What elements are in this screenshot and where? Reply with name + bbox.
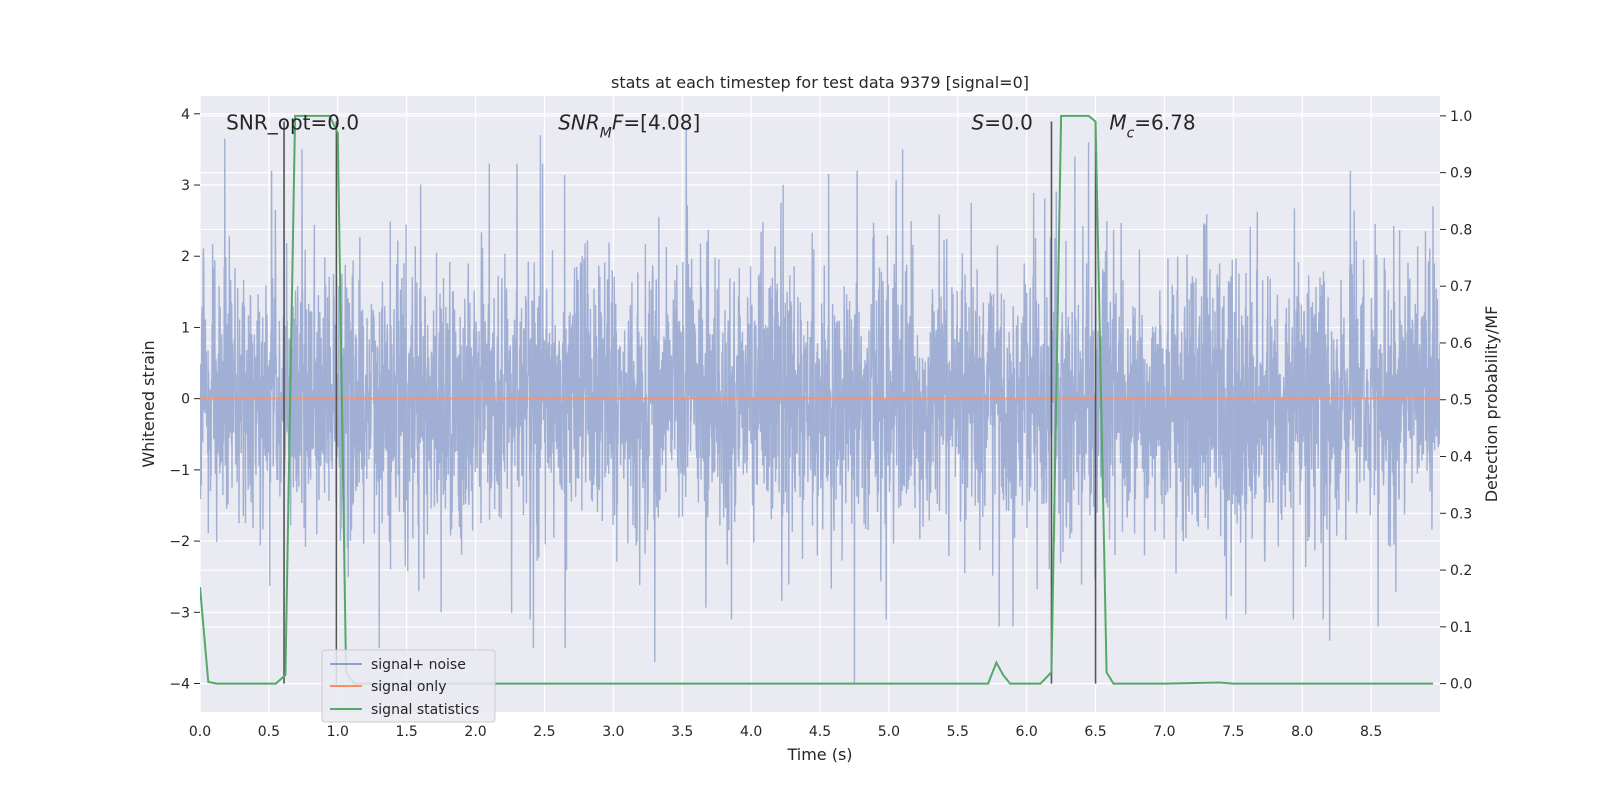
- x-tick-label: 3.0: [602, 724, 624, 740]
- y-right-tick-label: 0.0: [1450, 677, 1472, 693]
- legend-label-signal-noise: signal+ noise: [371, 657, 466, 673]
- annotation-part: SNR_opt=0.0: [226, 110, 359, 134]
- y-right-tick-label: 0.7: [1450, 279, 1472, 295]
- legend-label-signal-only: signal only: [371, 679, 446, 695]
- x-tick-label: 8.5: [1360, 724, 1382, 740]
- annotation-part: SNR: [558, 110, 600, 134]
- y-right-tick-label: 0.8: [1450, 222, 1472, 238]
- x-tick-label: 7.0: [1153, 724, 1175, 740]
- x-tick-label: 2.0: [464, 724, 486, 740]
- y-left-tick-label: 1: [181, 320, 190, 336]
- annotation-part: c: [1127, 125, 1135, 141]
- tick-layer: 0.0 0.5 1.0 1.5 2.0 2.5 3.0 3.5 4.0 4.5 5.0 5.5 6.0 6…: [169, 107, 1472, 740]
- x-tick-label: 0.5: [258, 724, 280, 740]
- x-axis-label: Time (s): [786, 745, 852, 764]
- y-right-tick-label: 0.9: [1450, 166, 1472, 182]
- y-right-tick-label: 1.0: [1450, 109, 1472, 125]
- x-tick-label: 4.5: [809, 724, 831, 740]
- annotation-part: S: [972, 110, 985, 134]
- x-tick-label: 5.5: [947, 724, 969, 740]
- y-left-tick-label: −2: [169, 534, 190, 550]
- y-left-tick-label: 4: [181, 107, 190, 123]
- y-left-tick-label: −4: [169, 677, 190, 693]
- x-tick-label: 6.5: [1084, 724, 1106, 740]
- x-tick-label: 8.0: [1291, 724, 1313, 740]
- x-tick-label: 7.5: [1222, 724, 1244, 740]
- y-right-tick-label: 0.6: [1450, 336, 1472, 352]
- annotation-mc-value: Mc=6.78: [1109, 110, 1195, 141]
- annotation-snr-mf: SNRMF=[4.08]: [558, 110, 700, 141]
- y-right-tick-label: 0.2: [1450, 563, 1472, 579]
- x-tick-label: 3.5: [671, 724, 693, 740]
- annotation-part: M: [600, 125, 612, 141]
- annotation-part: F: [612, 110, 624, 134]
- x-tick-label: 2.5: [533, 724, 555, 740]
- annotation-part: =0.0: [984, 110, 1033, 134]
- annotation-s-value: S=0.0: [972, 110, 1033, 134]
- legend-box: [321, 649, 496, 723]
- annotation-part: =6.78: [1134, 110, 1195, 134]
- data-layer: [200, 114, 1440, 685]
- annotation-part: =[4.08]: [623, 110, 700, 134]
- x-tick-label: 4.0: [740, 724, 762, 740]
- x-tick-label: 6.0: [1016, 724, 1038, 740]
- y-left-tick-label: 3: [181, 178, 190, 194]
- annotation-layer: SNR_opt=0.0 SNRMF=[4.08] S=0.0 Mc=6.78: [226, 110, 1195, 141]
- y-left-tick-label: 2: [181, 249, 190, 265]
- series-signal-noise: [200, 128, 1440, 684]
- legend-label-signal-statistics: signal statistics: [371, 702, 479, 718]
- chart-title: stats at each timestep for test data 937…: [611, 73, 1029, 92]
- annotation-part: M: [1109, 110, 1126, 134]
- y-axis-label-right: Detection probability/MF: [1482, 306, 1501, 503]
- y-left-tick-label: −3: [169, 605, 190, 621]
- y-right-tick-label: 0.5: [1450, 393, 1472, 409]
- legend: signal+ noise signal only signal statist…: [321, 649, 496, 723]
- x-tick-label: 1.0: [327, 724, 349, 740]
- x-tick-label: 5.0: [878, 724, 900, 740]
- x-tick-label: 1.5: [396, 724, 418, 740]
- annotation-snr-opt: SNR_opt=0.0: [226, 110, 359, 134]
- y-left-tick-label: 0: [181, 392, 190, 408]
- y-right-tick-label: 0.4: [1450, 450, 1472, 466]
- series-signal-statistics: [200, 114, 1434, 685]
- y-right-tick-label: 0.3: [1450, 506, 1472, 522]
- y-left-tick-label: −1: [169, 463, 190, 479]
- y-right-tick-label: 0.1: [1450, 620, 1472, 636]
- x-tick-label: 0.0: [189, 724, 211, 740]
- y-axis-label-left: Whitened strain: [139, 340, 158, 467]
